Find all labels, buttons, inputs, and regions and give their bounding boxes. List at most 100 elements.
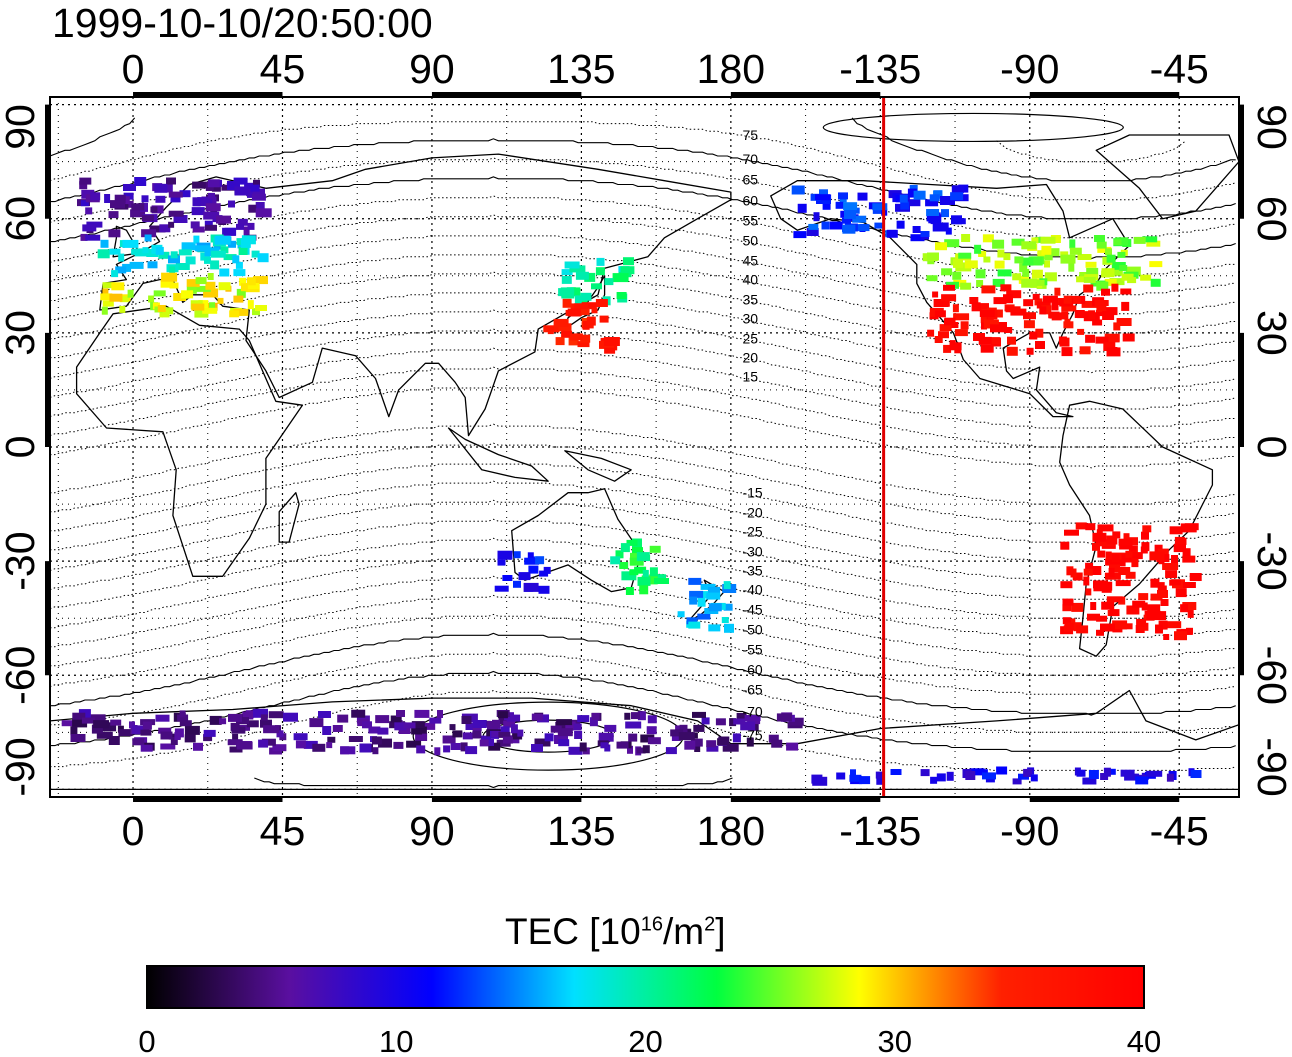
tec-sample (850, 769, 856, 776)
lat-tick-label-right: 0 (1249, 436, 1292, 459)
tec-sample (1077, 328, 1085, 335)
tec-sample (744, 715, 761, 721)
tec-sample (954, 329, 968, 337)
tec-sample (1100, 581, 1113, 591)
tec-sample (969, 297, 979, 304)
tec-sample (260, 714, 268, 721)
lat-tick-label-left: 60 (0, 196, 43, 242)
tec-sample (723, 581, 731, 590)
tec-sample (949, 342, 962, 351)
tec-sample (197, 197, 213, 207)
tec-sample (1125, 571, 1136, 579)
tec-data-points (61, 177, 1202, 786)
maglat-contour (50, 117, 136, 157)
tec-sample (394, 722, 407, 731)
tec-sample (1088, 770, 1099, 779)
tec-sample (620, 266, 635, 275)
tec-sample (237, 218, 248, 226)
tec-sample (1120, 769, 1135, 777)
tec-sample (574, 731, 583, 739)
tec-sample (1182, 602, 1197, 610)
tec-sample (1005, 306, 1021, 313)
tec-sample (1146, 612, 1154, 621)
tec-sample (557, 728, 573, 737)
tec-sample (1163, 634, 1170, 640)
tec-sample (670, 729, 684, 737)
tec-sample (202, 307, 218, 314)
tec-sample (1141, 531, 1149, 540)
tec-sample (1096, 529, 1103, 537)
tec-sample (580, 292, 592, 301)
tec-sample (706, 592, 721, 600)
maglat-label: 30 (742, 311, 758, 327)
tec-sample (1155, 624, 1163, 634)
lon-tick-label-top: 0 (122, 46, 145, 92)
tec-sample (340, 746, 356, 755)
tec-sample (1096, 241, 1107, 249)
tec-sample (236, 288, 246, 298)
tec-sample (160, 743, 176, 750)
tec-sample (997, 249, 1005, 258)
tec-sample (733, 718, 746, 725)
tec-sample (416, 745, 426, 754)
tec-sample (90, 714, 106, 723)
tec-sample (1157, 582, 1165, 591)
tec-sample (461, 716, 472, 724)
lon-tick-label-top: 180 (697, 46, 765, 92)
lon-tick-label-bottom: 0 (122, 808, 145, 854)
tec-sample (434, 747, 441, 756)
tec-sample (1101, 288, 1110, 296)
tec-sample (564, 261, 580, 269)
tec-sample (255, 202, 265, 209)
tec-sample (1076, 625, 1089, 634)
tec-sample (971, 302, 981, 312)
tec-sample (912, 226, 921, 233)
tec-sample (926, 275, 938, 282)
tec-sample (961, 234, 971, 242)
tec-sample (122, 196, 130, 205)
tec-sample (642, 745, 650, 754)
tec-sample (598, 732, 614, 742)
tec-sample (1004, 327, 1013, 333)
frame-bar (133, 92, 283, 97)
tec-sample (568, 746, 583, 755)
tec-sample (1061, 311, 1069, 320)
tec-sample (623, 257, 634, 266)
tec-sample (261, 738, 276, 746)
tec-sample (104, 194, 111, 203)
tec-sample (228, 713, 242, 722)
tec-sample (217, 297, 224, 304)
tec-sample (1175, 588, 1187, 598)
tec-sample (1157, 590, 1168, 598)
colorbar-tick-label: 30 (878, 1024, 912, 1057)
maglat-contour (50, 328, 1236, 410)
tec-sample (886, 229, 898, 238)
tec-sample (1023, 320, 1035, 329)
tec-sample (561, 330, 573, 338)
tec-sample (1069, 247, 1082, 255)
tec-sample (1074, 310, 1085, 318)
tec-sample (155, 714, 170, 722)
maglat-contour (50, 385, 1236, 469)
tec-sample (627, 745, 633, 754)
tec-sample (1062, 598, 1074, 606)
frame-bar (1239, 561, 1244, 676)
tec-sample (976, 280, 984, 287)
tec-sample (377, 727, 389, 735)
frame-bars (45, 92, 1244, 802)
tec-sample (547, 327, 554, 335)
tec-sample (553, 318, 569, 327)
tec-sample (1050, 235, 1061, 243)
tec-sample (1063, 321, 1074, 329)
tec-sample (929, 194, 940, 202)
tec-sample (177, 714, 189, 722)
tec-sample (649, 545, 661, 553)
tec-sample (589, 717, 598, 727)
tec-sample (179, 710, 186, 718)
tec-sample (232, 733, 239, 742)
tec-sample (118, 729, 133, 737)
tec-sample (1166, 773, 1174, 782)
tec-sample (1062, 617, 1071, 625)
maglat-contour (50, 121, 1236, 203)
tec-sample (1138, 593, 1149, 601)
